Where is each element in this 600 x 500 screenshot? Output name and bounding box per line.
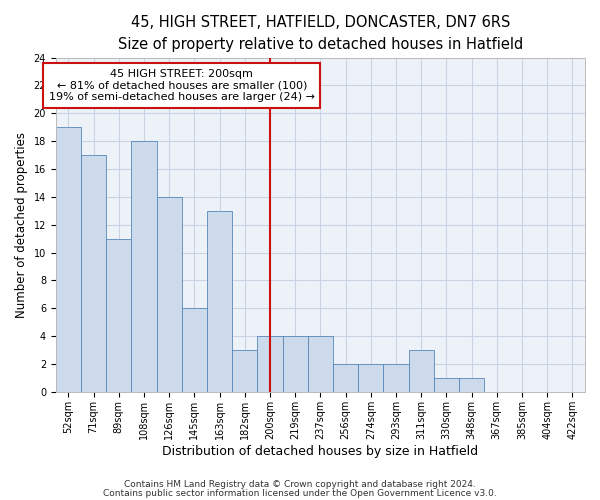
Bar [358,364,383,392]
Bar [157,197,182,392]
Bar [434,378,459,392]
Bar [207,211,232,392]
Bar [257,336,283,392]
Bar [131,141,157,392]
Bar [459,378,484,392]
Bar [56,127,81,392]
Title: 45, HIGH STREET, HATFIELD, DONCASTER, DN7 6RS
Size of property relative to detac: 45, HIGH STREET, HATFIELD, DONCASTER, DN… [118,15,523,52]
Bar [283,336,308,392]
Bar [383,364,409,392]
Bar [308,336,333,392]
Bar [333,364,358,392]
Text: Contains HM Land Registry data © Crown copyright and database right 2024.: Contains HM Land Registry data © Crown c… [124,480,476,489]
Y-axis label: Number of detached properties: Number of detached properties [15,132,28,318]
Bar [106,238,131,392]
Bar [232,350,257,392]
Bar [182,308,207,392]
X-axis label: Distribution of detached houses by size in Hatfield: Distribution of detached houses by size … [163,444,478,458]
Text: 45 HIGH STREET: 200sqm
← 81% of detached houses are smaller (100)
19% of semi-de: 45 HIGH STREET: 200sqm ← 81% of detached… [49,69,315,102]
Bar [409,350,434,392]
Text: Contains public sector information licensed under the Open Government Licence v3: Contains public sector information licen… [103,488,497,498]
Bar [81,155,106,392]
